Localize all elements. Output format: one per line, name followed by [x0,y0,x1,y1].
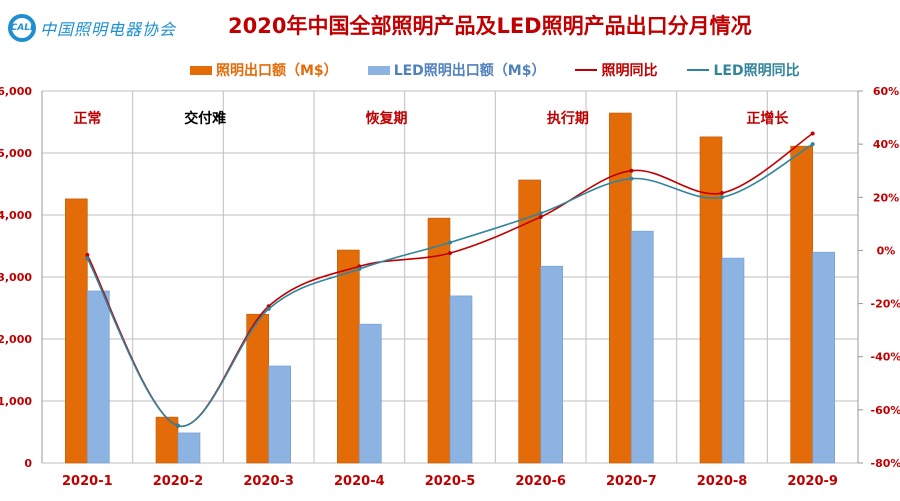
legend-line [575,69,598,71]
y-left-tick-label: 4,000 [0,209,32,222]
legend-item-led-yoy: LED照明同比 [687,60,800,80]
y-left-tick-label: 0 [24,457,32,470]
y-left-tick-label: 2,000 [0,333,32,346]
bar-lighting-2020-4 [337,249,360,464]
x-tick-label: 2020-5 [425,474,476,489]
legend-label: 照明同比 [601,63,658,79]
bar-led-2020-7 [631,230,654,464]
point-led-yoy-2020-1 [85,256,90,261]
legend: 照明出口额（M$） LED照明出口额（M$） 照明同比 LED照明同比 [190,60,800,80]
point-lighting-yoy-2020-8 [720,191,724,196]
y-right-tick-label: 0% [877,244,896,257]
bar-led-2020-1 [87,290,110,464]
point-lighting-yoy-2020-5 [448,251,452,256]
point-led-yoy-2020-5 [448,240,452,245]
x-tick-label: 2020-2 [153,474,204,489]
phase-annotation: 正常 [73,110,101,127]
point-led-yoy-2020-7 [629,176,634,181]
legend-label: 照明出口额（M$） [216,63,338,79]
legend-line [687,69,710,71]
y-right-tick-label: -40% [871,351,900,364]
point-lighting-yoy-2020-1 [85,252,90,257]
logo-mark: CALI [8,14,36,42]
bar-lighting-2020-1 [65,198,88,464]
bar-led-2020-6 [540,265,563,464]
point-lighting-yoy-2020-9 [810,131,815,136]
bar-led-2020-5 [449,295,473,464]
phase-annotation: 交付难 [184,110,226,127]
y-left-tick-label: 5,000 [0,147,32,160]
bar-led-2020-8 [721,257,745,464]
y-right-tick-label: 20% [873,191,899,204]
bar-led-2020-9 [812,251,835,464]
y-right-tick-label: -80% [871,457,900,470]
point-led-yoy-2020-6 [538,211,543,216]
x-tick-label: 2020-9 [787,474,838,489]
x-tick-label: 2020-3 [243,474,294,489]
phase-annotation: 正增长 [746,110,789,127]
point-lighting-yoy-2020-7 [629,168,634,173]
legend-swatch [190,65,212,75]
point-led-yoy-2020-9 [810,142,815,147]
x-tick-label: 2020-7 [606,474,657,489]
y-right-tick-label: -60% [871,404,900,417]
chart-title: 2020年中国全部照明产品及LED照明产品出口分月情况 [228,14,752,38]
y-right-tick-label: 60% [873,85,899,98]
x-tick-label: 2020-6 [515,474,566,489]
point-led-yoy-2020-4 [357,267,362,272]
point-lighting-yoy-2020-6 [538,214,543,219]
phase-annotation: 恢复期 [366,110,408,127]
y-right-tick-label: 40% [873,138,899,151]
bar-lighting-2020-8 [699,136,723,464]
bar-led-2020-4 [359,323,382,464]
y-left-tick-label: 3,000 [0,271,32,284]
bar-lighting-2020-3 [246,313,269,464]
x-tick-label: 2020-8 [697,474,748,489]
bar-led-2020-3 [268,365,291,464]
legend-item-lighting-yoy: 照明同比 [575,60,657,80]
logo-text: 中国照明电器协会 [40,20,177,39]
point-led-yoy-2020-2 [176,423,180,428]
point-led-yoy-2020-3 [266,306,271,311]
y-right-tick-label: -20% [871,298,900,311]
x-tick-label: 2020-4 [334,474,385,489]
legend-swatch [367,65,390,75]
bar-lighting-2020-9 [790,145,813,464]
y-left-tick-label: 1,000 [0,395,32,408]
point-led-yoy-2020-8 [720,195,724,200]
legend-label: LED照明同比 [713,63,800,79]
bar-led-2020-2 [177,432,201,464]
logo: CALI 中国照明电器协会 [8,14,176,42]
phase-annotation: 执行期 [547,110,589,127]
x-tick-label: 2020-1 [62,474,113,489]
legend-label: LED照明出口额（M$） [393,63,546,79]
legend-item-led-export: LED照明出口额（M$） [367,60,546,80]
bar-lighting-2020-7 [609,112,632,464]
legend-item-lighting-export: 照明出口额（M$） [190,60,338,80]
y-left-tick-label: 6,000 [0,85,32,98]
